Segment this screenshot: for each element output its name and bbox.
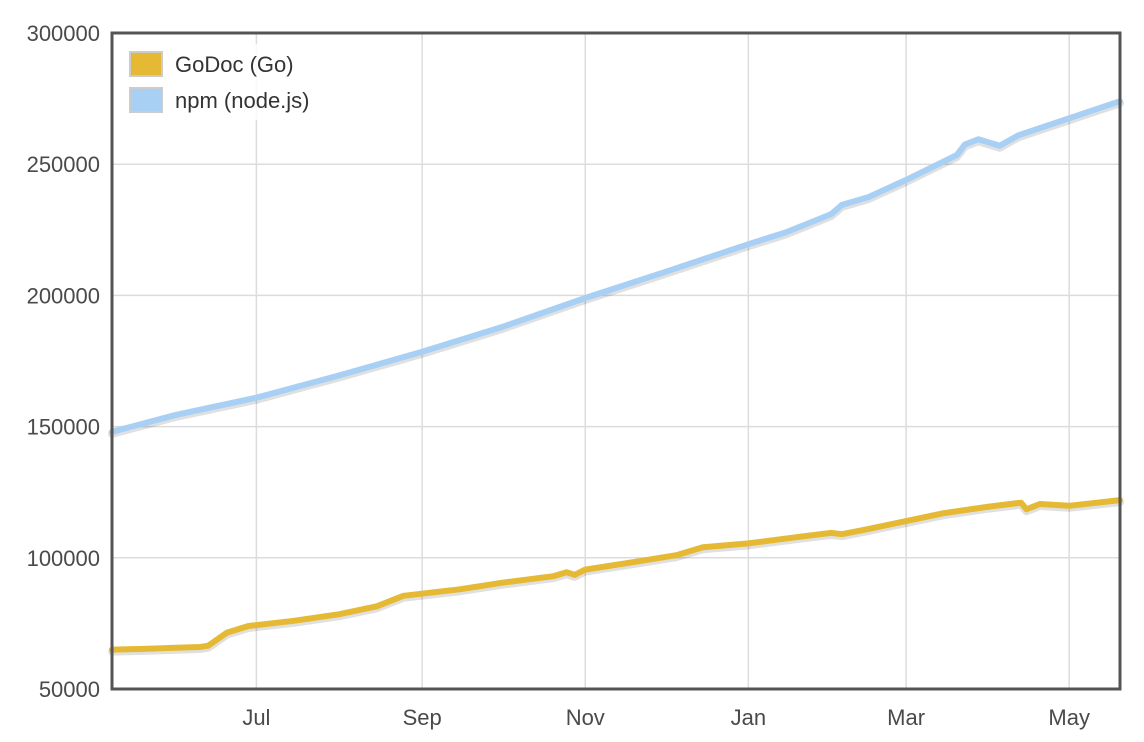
- y-axis-tick-labels: 50000 100000 150000 200000 250000 300000: [27, 21, 100, 702]
- y-tick-label: 200000: [27, 283, 100, 308]
- series-line-godoc: [109, 497, 1123, 653]
- legend: GoDoc (Go) npm (node.js): [124, 44, 326, 120]
- y-tick-label: 300000: [27, 21, 100, 46]
- x-tick-label: Nov: [566, 705, 605, 730]
- series-line-npm: [109, 98, 1123, 435]
- y-tick-label: 50000: [39, 677, 100, 702]
- y-tick-label: 250000: [27, 152, 100, 177]
- series-layer: [108, 98, 1124, 656]
- x-tick-label: Jan: [731, 705, 766, 730]
- x-tick-label: Mar: [887, 705, 925, 730]
- plot-background: [112, 33, 1120, 689]
- y-tick-label: 100000: [27, 546, 100, 571]
- legend-label-npm: npm (node.js): [175, 88, 310, 113]
- grid-lines: [112, 33, 1120, 689]
- y-tick-label: 150000: [27, 415, 100, 440]
- legend-label-godoc: GoDoc (Go): [175, 52, 294, 77]
- x-tick-label: May: [1048, 705, 1090, 730]
- x-tick-label: Sep: [403, 705, 442, 730]
- plot-border: [110, 31, 1122, 691]
- legend-swatch-godoc: [129, 51, 163, 77]
- x-tick-label: Jul: [242, 705, 270, 730]
- x-axis-tick-labels: Jul Sep Nov Jan Mar May: [242, 705, 1090, 730]
- legend-swatch-npm: [129, 87, 163, 113]
